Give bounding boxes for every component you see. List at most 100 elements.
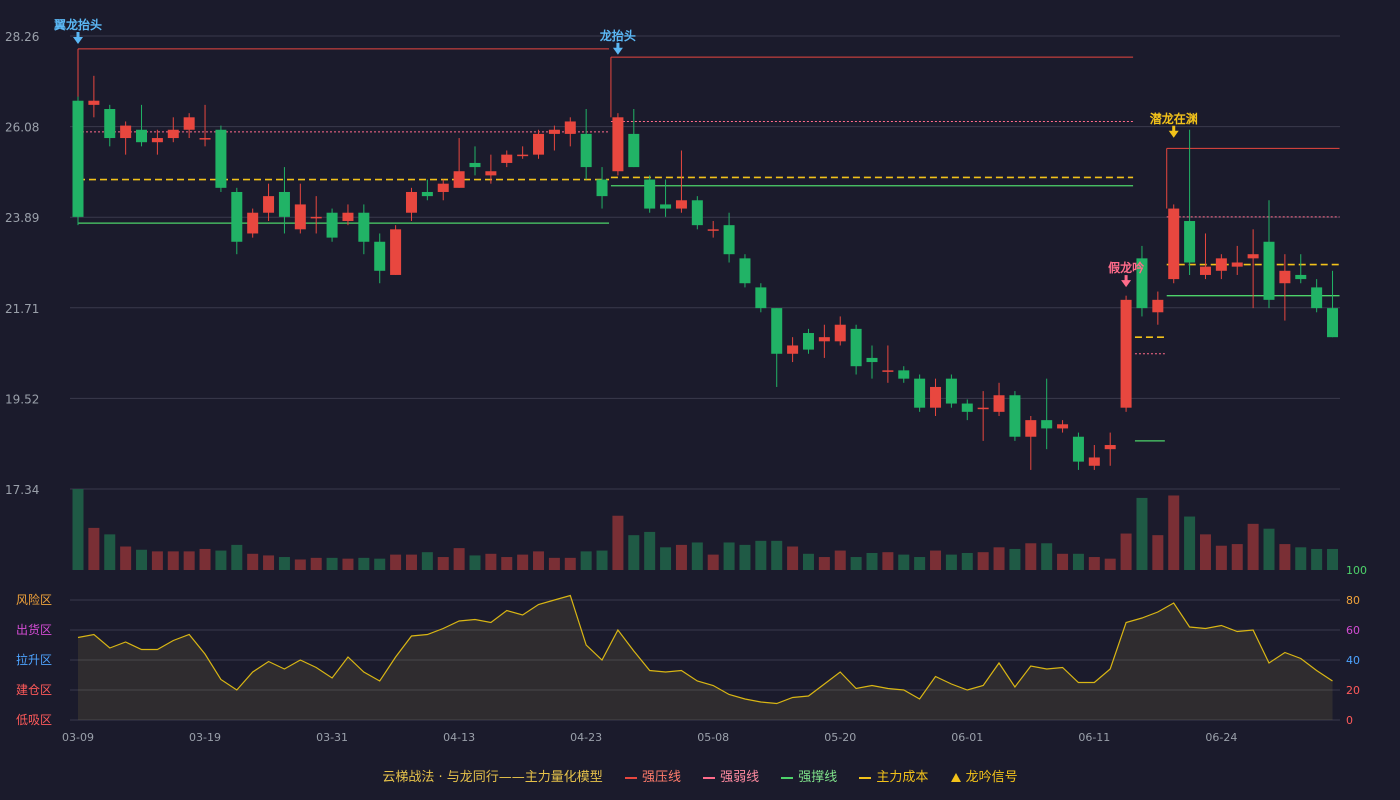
volume-bar — [644, 531, 656, 570]
candle-body — [961, 403, 973, 412]
volume-bar — [501, 557, 513, 570]
signal-arrow-icon — [1168, 130, 1179, 138]
volume-bar — [104, 534, 116, 570]
date-tick-label: 03-09 — [62, 731, 94, 744]
signal-label: 潜龙在渊 — [1150, 111, 1198, 126]
volume-bar — [580, 551, 592, 570]
candle-body — [263, 196, 275, 213]
kdj-value-label: 40 — [1346, 654, 1360, 667]
volume-bar — [1327, 548, 1339, 570]
volume-bar — [1215, 545, 1227, 570]
candle-body — [1041, 420, 1053, 429]
kdj-value-label: 20 — [1346, 684, 1360, 697]
candle-body — [564, 121, 576, 134]
kdj-value-label: 80 — [1346, 594, 1360, 607]
volume-bar — [215, 550, 227, 570]
volume-bar — [675, 544, 687, 570]
candle-body — [1311, 287, 1323, 309]
candle-body — [1136, 258, 1148, 309]
volume-bar — [437, 557, 449, 570]
candle-body — [723, 225, 735, 255]
volume-bar — [1120, 533, 1132, 570]
candle-body — [374, 241, 386, 271]
volume-bar — [787, 546, 799, 570]
volume-bar — [691, 542, 703, 570]
candle-body — [1231, 262, 1243, 267]
candle-body — [691, 200, 703, 226]
volume-bar — [977, 552, 989, 570]
volume-bar — [612, 515, 624, 570]
volume-bar — [707, 554, 719, 570]
candle-body — [501, 154, 513, 163]
volume-bar — [739, 544, 751, 570]
candle-body — [167, 129, 179, 139]
candle-body — [326, 212, 338, 238]
candle-body — [755, 287, 767, 309]
signal-label: 龙抬头 — [600, 28, 636, 43]
candle-body — [72, 100, 84, 217]
signal-arrow-shaft — [1172, 125, 1176, 132]
legend-signal-label: 龙吟信号 — [965, 770, 1018, 785]
legend-cost-label: 主力成本 — [876, 770, 929, 785]
volume-bar — [278, 557, 290, 570]
candle-body — [850, 328, 862, 367]
legend-cost[interactable]: 主力成本 — [859, 766, 928, 785]
volume-bar — [628, 535, 640, 570]
candle-body — [834, 324, 846, 342]
candle-body — [945, 378, 957, 404]
legend-weak[interactable]: 强弱线 — [703, 766, 759, 785]
candle-body — [993, 395, 1005, 412]
volume-bar — [136, 549, 148, 570]
volume-bar — [818, 557, 830, 570]
kdj-zone-label: 低吸区 — [16, 713, 52, 727]
volume-bar — [167, 551, 179, 570]
date-tick-label: 06-11 — [1078, 731, 1110, 744]
volume-bar — [755, 540, 767, 570]
volume-bar — [1279, 544, 1291, 570]
candle-body — [898, 370, 910, 379]
date-tick-label: 06-24 — [1205, 731, 1237, 744]
volume-bar — [993, 547, 1005, 570]
volume-bar — [1072, 553, 1084, 570]
legend-support[interactable]: 强撑线 — [781, 766, 837, 785]
volume-bar — [596, 550, 608, 570]
legend-resistance-label: 强压线 — [641, 770, 681, 785]
volume-bar — [1168, 495, 1180, 570]
candle-body — [1168, 208, 1180, 280]
volume-bar — [1263, 528, 1275, 570]
candle-body — [1184, 221, 1196, 263]
candle-body — [310, 216, 322, 219]
candle-body — [136, 129, 148, 143]
candle-body — [977, 407, 989, 410]
kdj-line — [77, 594, 1333, 705]
candle-body — [612, 117, 624, 172]
signal-label: 翼龙抬头 — [53, 17, 102, 32]
weak-line-swatch — [703, 776, 716, 779]
kdj-value-label: 0 — [1346, 714, 1353, 727]
candle-body — [485, 171, 497, 176]
resistance-line-swatch — [624, 776, 637, 779]
signal-arrow-icon — [612, 47, 623, 55]
volume-bar — [533, 551, 545, 570]
legend-resistance[interactable]: 强压线 — [624, 766, 681, 785]
volume-bar — [1184, 516, 1196, 570]
candle-body — [1025, 420, 1037, 437]
candle-body — [199, 138, 211, 140]
candle-body — [469, 162, 481, 168]
candle-body — [1152, 299, 1164, 313]
volume-bar — [1199, 534, 1211, 570]
volume-bar — [866, 552, 878, 570]
chart-legend: 云梯战法 · 与龙同行——主力量化模型 强压线 强弱线 强撑线 主力成本 龙吟信… — [0, 766, 1400, 786]
volume-bar — [850, 557, 862, 570]
candle-body — [390, 229, 402, 275]
date-tick-label: 06-01 — [951, 731, 983, 744]
volume-bar — [802, 553, 814, 570]
volume-bar — [374, 558, 386, 570]
signal-arrow-shaft — [1124, 275, 1128, 282]
date-tick-label: 03-19 — [189, 731, 221, 744]
legend-signal[interactable]: 龙吟信号 — [950, 766, 1018, 785]
date-tick-label: 03-31 — [316, 731, 348, 744]
volume-bar — [88, 527, 100, 570]
candle-body — [453, 171, 465, 188]
